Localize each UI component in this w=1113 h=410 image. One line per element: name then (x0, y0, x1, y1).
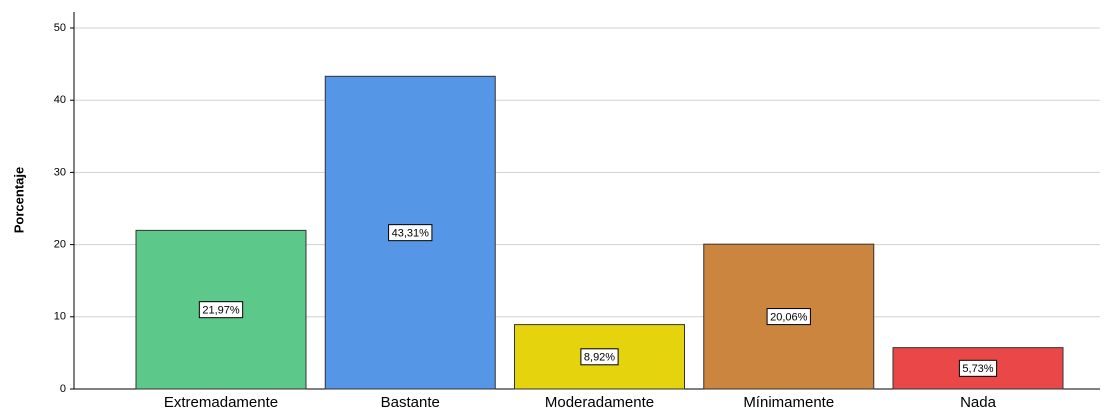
y-tick-label: 40 (54, 94, 66, 106)
y-tick-label: 50 (54, 22, 66, 34)
data-label: 5,73% (962, 363, 993, 375)
data-label: 8,92% (584, 352, 615, 364)
x-tick-label: Moderadamente (545, 394, 654, 410)
x-tick-label: Extremadamente (164, 394, 278, 410)
y-tick-label: 30 (54, 166, 66, 178)
data-label-box (958, 359, 998, 377)
data-label-box (198, 301, 244, 319)
data-label: 43,31% (392, 228, 430, 240)
data-label-box (766, 308, 811, 326)
data-label-box (580, 348, 619, 366)
data-label-box (388, 224, 433, 242)
data-label: 21,97% (202, 305, 240, 317)
x-tick-label: Mínimamente (743, 394, 834, 410)
y-tick-label: 20 (54, 239, 66, 251)
y-axis-label: Porcentaje (11, 167, 26, 233)
x-tick-label: Bastante (381, 394, 440, 410)
y-tick-label: 10 (54, 311, 66, 323)
data-label: 20,06% (770, 311, 808, 323)
x-tick-label: Nada (960, 394, 997, 410)
y-tick-label: 0 (60, 383, 66, 395)
